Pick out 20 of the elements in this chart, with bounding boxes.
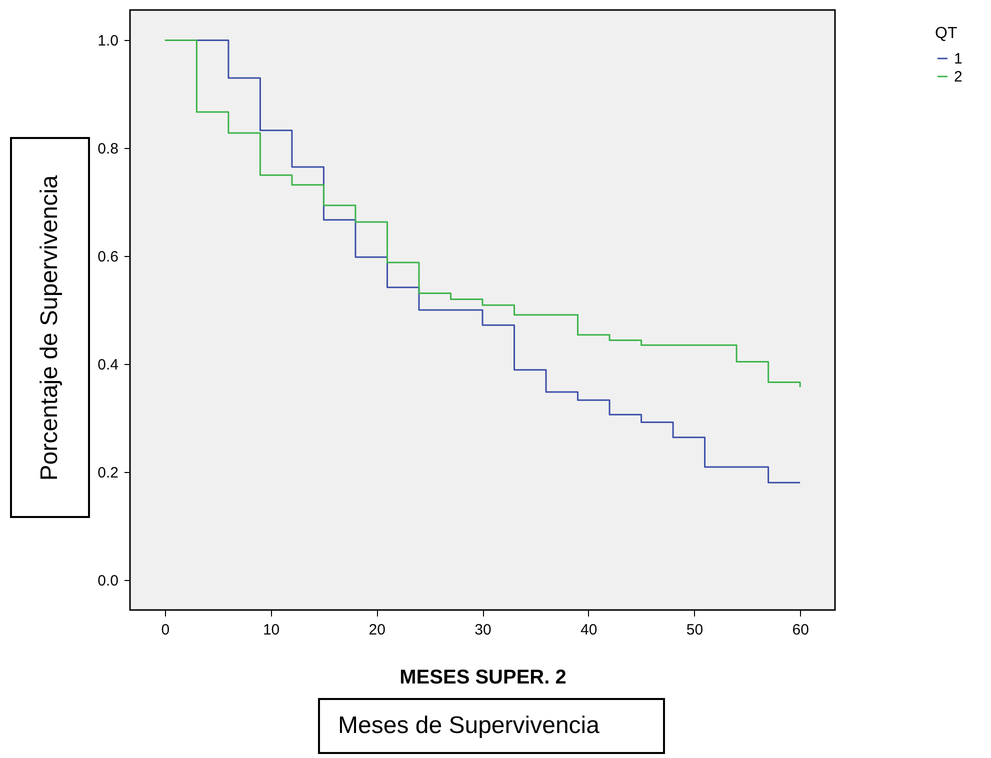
legend-title: QT xyxy=(935,25,958,42)
x-tick-label: 20 xyxy=(368,622,386,638)
x-tick-label: 10 xyxy=(262,622,280,638)
x-tick-label: 30 xyxy=(474,622,492,638)
y-tick-label: 0.0 xyxy=(98,572,118,590)
x-tick-label: 60 xyxy=(792,622,809,638)
y-tick-label: 0.2 xyxy=(98,464,118,482)
legend-label: 1 xyxy=(954,50,962,68)
y-tick-label: 0.6 xyxy=(98,248,118,266)
label-frame: Meses de Supervivencia xyxy=(318,698,665,754)
y-tick-label: 1.0 xyxy=(98,32,118,50)
x-tick-label: 50 xyxy=(686,622,704,638)
label-frame: Porcentaje de Supervivencia xyxy=(10,137,90,518)
x-tick-label: 40 xyxy=(580,622,598,638)
y-tick-label: 0.8 xyxy=(98,140,118,158)
y-tick-label: 0.4 xyxy=(98,356,118,374)
y-axis-title: Porcentaje de Supervivencia xyxy=(36,174,64,480)
x-tick-label: 0 xyxy=(161,622,170,638)
legend-label: 2 xyxy=(954,68,962,86)
x-axis-title: MESES SUPER. 2 xyxy=(400,666,566,688)
